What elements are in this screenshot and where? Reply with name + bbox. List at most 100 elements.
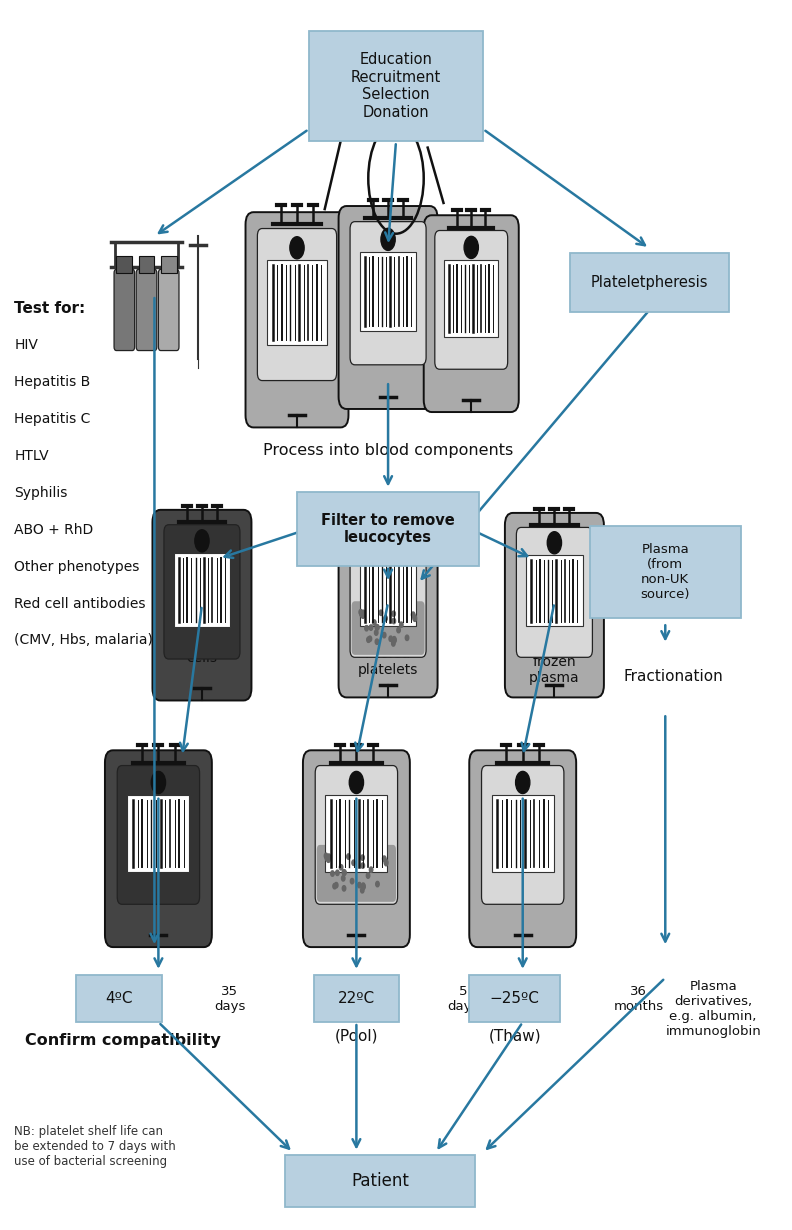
Text: Fresh
frozen
plasma: Fresh frozen plasma — [529, 638, 580, 685]
Text: 36
months: 36 months — [614, 985, 664, 1012]
Text: Fractionation: Fractionation — [623, 669, 723, 684]
Circle shape — [359, 609, 363, 615]
Text: Process into blood components: Process into blood components — [263, 443, 513, 458]
FancyBboxPatch shape — [350, 528, 426, 657]
Circle shape — [384, 616, 387, 621]
Circle shape — [336, 870, 339, 876]
Circle shape — [375, 640, 379, 645]
FancyBboxPatch shape — [424, 215, 519, 412]
Circle shape — [342, 886, 346, 891]
Circle shape — [361, 610, 365, 615]
FancyBboxPatch shape — [326, 795, 387, 872]
Text: Plateletpheresis: Plateletpheresis — [591, 276, 708, 290]
Circle shape — [368, 636, 371, 642]
Circle shape — [331, 871, 334, 876]
Circle shape — [350, 878, 354, 884]
Circle shape — [365, 626, 368, 631]
Text: Filter to remove
leucocytes: Filter to remove leucocytes — [322, 513, 455, 545]
FancyBboxPatch shape — [590, 526, 741, 617]
Text: Pooled
platelets: Pooled platelets — [358, 647, 418, 676]
Text: Red cell antibodies: Red cell antibodies — [14, 597, 146, 610]
Text: Education
Recruitment
Selection
Donation: Education Recruitment Selection Donation — [351, 53, 441, 119]
Text: NB: platelet shelf life can
be extended to 7 days with
use of bacterial screenin: NB: platelet shelf life can be extended … — [14, 1125, 176, 1167]
Circle shape — [347, 854, 350, 860]
FancyBboxPatch shape — [173, 554, 230, 627]
Circle shape — [392, 611, 395, 616]
Circle shape — [369, 867, 373, 872]
Circle shape — [361, 855, 364, 860]
Circle shape — [361, 863, 364, 868]
FancyBboxPatch shape — [492, 795, 554, 872]
FancyBboxPatch shape — [315, 765, 398, 904]
Circle shape — [411, 613, 415, 617]
Text: 4ºC: 4ºC — [105, 991, 132, 1006]
Text: Confirm compatibility: Confirm compatibility — [25, 1033, 221, 1048]
Circle shape — [391, 641, 395, 646]
Circle shape — [151, 771, 166, 793]
Text: (Thaw): (Thaw) — [489, 1028, 541, 1043]
Circle shape — [343, 870, 346, 876]
Text: Syphilis: Syphilis — [14, 486, 67, 499]
FancyBboxPatch shape — [128, 795, 189, 872]
Circle shape — [290, 236, 304, 258]
Circle shape — [375, 882, 379, 887]
Circle shape — [341, 876, 345, 881]
Text: (CMV, Hbs, malaria): (CMV, Hbs, malaria) — [14, 633, 153, 647]
Circle shape — [326, 857, 330, 862]
FancyBboxPatch shape — [570, 253, 729, 312]
FancyBboxPatch shape — [309, 31, 483, 141]
FancyBboxPatch shape — [317, 845, 396, 902]
Text: Hepatitis C: Hepatitis C — [14, 412, 90, 426]
FancyBboxPatch shape — [76, 975, 162, 1022]
FancyBboxPatch shape — [285, 1155, 475, 1207]
Text: Other phenotypes: Other phenotypes — [14, 560, 139, 573]
FancyBboxPatch shape — [526, 555, 583, 626]
FancyBboxPatch shape — [105, 750, 212, 947]
Circle shape — [361, 613, 364, 619]
Circle shape — [464, 236, 478, 258]
Circle shape — [393, 637, 396, 643]
FancyBboxPatch shape — [435, 230, 508, 369]
FancyBboxPatch shape — [482, 765, 564, 904]
FancyBboxPatch shape — [257, 229, 337, 380]
FancyBboxPatch shape — [114, 269, 135, 351]
Circle shape — [375, 625, 379, 630]
Circle shape — [383, 856, 386, 861]
Text: Test for:: Test for: — [14, 301, 86, 316]
Bar — [139, 256, 154, 273]
FancyBboxPatch shape — [516, 528, 592, 657]
FancyBboxPatch shape — [136, 269, 157, 351]
Circle shape — [195, 530, 209, 552]
FancyBboxPatch shape — [303, 750, 410, 947]
Text: −25ºC: −25ºC — [490, 991, 539, 1006]
Circle shape — [361, 883, 365, 888]
Circle shape — [381, 229, 395, 251]
Circle shape — [547, 531, 562, 554]
FancyBboxPatch shape — [314, 975, 399, 1022]
Circle shape — [384, 861, 388, 866]
Circle shape — [413, 615, 417, 620]
FancyBboxPatch shape — [339, 513, 437, 697]
Circle shape — [326, 855, 329, 861]
Circle shape — [413, 616, 417, 621]
Text: Plasma
derivatives,
e.g. albumin,
immunoglobin: Plasma derivatives, e.g. albumin, immuno… — [665, 979, 761, 1038]
FancyBboxPatch shape — [470, 975, 561, 1022]
Circle shape — [369, 625, 373, 630]
FancyBboxPatch shape — [350, 221, 426, 365]
Text: Plasma
(from
non-UK
source): Plasma (from non-UK source) — [641, 542, 690, 601]
FancyBboxPatch shape — [164, 525, 240, 659]
Circle shape — [392, 619, 395, 624]
FancyBboxPatch shape — [444, 260, 498, 337]
Circle shape — [397, 627, 400, 632]
FancyBboxPatch shape — [117, 765, 200, 904]
Circle shape — [379, 610, 383, 615]
FancyBboxPatch shape — [339, 205, 437, 408]
Circle shape — [342, 870, 346, 875]
Text: HIV: HIV — [14, 338, 38, 352]
Circle shape — [367, 637, 370, 642]
Bar — [116, 256, 132, 273]
Circle shape — [393, 636, 396, 642]
Circle shape — [334, 882, 338, 888]
FancyBboxPatch shape — [158, 269, 179, 351]
Circle shape — [400, 622, 403, 627]
